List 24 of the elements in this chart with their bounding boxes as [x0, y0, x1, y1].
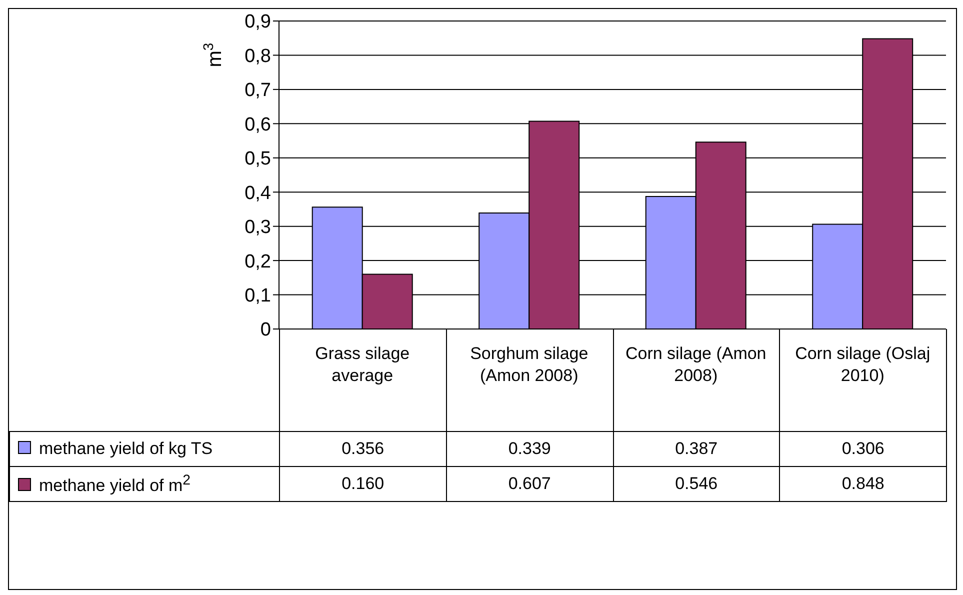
legend-label: methane yield of m$^{2}$	[39, 472, 191, 495]
data-label: 0.356	[280, 432, 446, 466]
y-tick-label: 0,6	[244, 114, 271, 136]
x-tick-label: Corn silage (Oslaj 2010)	[795, 344, 930, 385]
data-label: 0.848	[780, 466, 946, 502]
y-tick-label: 0,2	[244, 251, 271, 272]
y-tick-label: 0,1	[244, 286, 271, 307]
y-tick-label: 0,3	[244, 217, 271, 238]
data-label: 0.607	[446, 466, 613, 502]
y-tick-label: 0,5	[244, 148, 271, 170]
data-label: 0.339	[446, 432, 613, 466]
data-label: 0.160	[280, 466, 446, 502]
data-label: 0.306	[780, 432, 946, 466]
legend-label: methane yield of kg TS	[39, 439, 213, 458]
data-label: 0.387	[613, 432, 780, 466]
y-tick-label: 0	[260, 320, 271, 341]
x-tick-label: Corn silage (Amon 2008)	[625, 344, 766, 385]
x-tick-label: Sorghum silage (Amon 2008)	[470, 344, 588, 385]
data-label: 0.546	[613, 466, 780, 502]
y-tick-label: 0,7	[244, 80, 271, 102]
y-tick-label: 0,9	[244, 12, 271, 33]
x-tick-label: Grass silage average	[315, 344, 410, 385]
y-tick-label: 0,8	[244, 46, 271, 67]
y-tick-label: 0,4	[244, 182, 272, 204]
